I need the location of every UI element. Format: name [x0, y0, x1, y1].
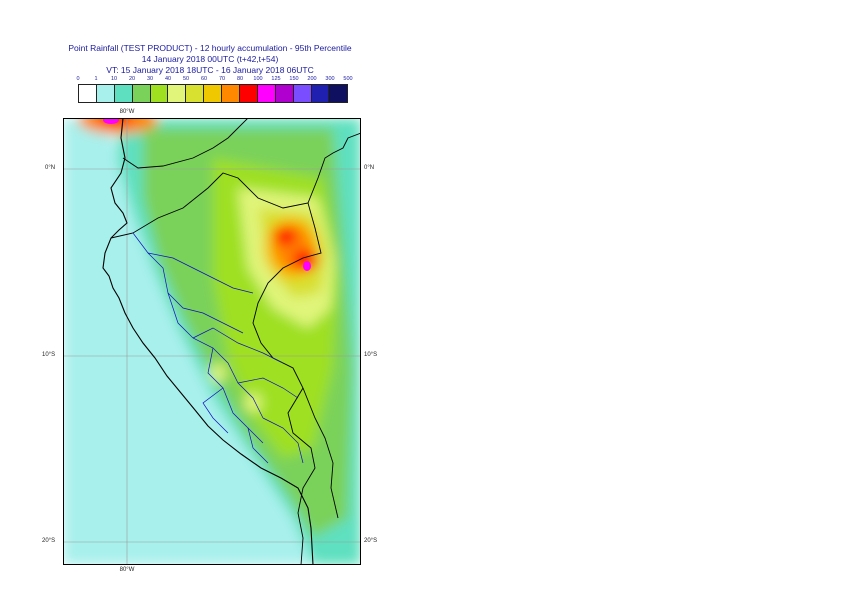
legend-tick: 150 — [289, 76, 299, 82]
legend-color-bar — [78, 84, 349, 103]
legend-swatch — [222, 85, 241, 102]
lat-label-right: 0°N — [364, 165, 375, 171]
legend-swatch — [132, 85, 151, 102]
valid-time: VT: 15 January 2018 18UTC - 16 January 2… — [106, 65, 314, 75]
legend-tick: 20 — [128, 76, 136, 82]
lat-label-left: 10°S — [42, 352, 56, 358]
legend-swatch — [168, 85, 187, 102]
rainfall-field — [63, 118, 361, 565]
legend-swatch — [275, 85, 294, 102]
legend-tick-labels: 0 1 10 20 30 40 50 60 70 80 100 125 150 … — [70, 76, 360, 85]
legend-swatch — [329, 85, 348, 102]
national-borders — [110, 118, 361, 565]
lon-label-bottom: 80°W — [119, 567, 135, 573]
legend-tick: 10 — [110, 76, 118, 82]
rainfall-map — [63, 118, 361, 565]
legend-swatch — [186, 85, 205, 102]
legend-tick: 80 — [236, 76, 244, 82]
lat-label-right: 10°S — [364, 352, 378, 358]
legend-tick: 100 — [253, 76, 263, 82]
legend-swatch — [114, 85, 133, 102]
legend-tick: 60 — [200, 76, 208, 82]
legend-swatch — [311, 85, 330, 102]
lon-label-top: 80°W — [119, 109, 135, 115]
legend-swatch — [240, 85, 258, 102]
legend-tick: 300 — [325, 76, 335, 82]
legend-tick: 70 — [218, 76, 226, 82]
legend-swatch — [257, 85, 276, 102]
legend-tick: 40 — [164, 76, 172, 82]
legend-tick: 200 — [307, 76, 317, 82]
legend-swatch — [293, 85, 312, 102]
lat-label-left: 0°N — [45, 165, 56, 171]
legend-swatch — [204, 85, 223, 102]
legend-tick: 30 — [146, 76, 154, 82]
legend-tick: 500 — [343, 76, 353, 82]
legend-swatch — [150, 85, 169, 102]
map-frame — [63, 118, 361, 565]
regional-borders — [132, 232, 304, 464]
lat-label-right: 20°S — [364, 538, 378, 544]
run-time: 14 January 2018 00UTC (t+42,t+54) — [141, 54, 279, 64]
legend-tick: 50 — [182, 76, 190, 82]
max-rainfall-spot — [303, 261, 311, 271]
legend-tick: 1 — [94, 76, 98, 82]
legend-swatch — [79, 85, 97, 102]
legend-tick: 125 — [271, 76, 281, 82]
legend-tick: 0 — [76, 76, 80, 82]
lat-label-left: 20°S — [42, 538, 56, 544]
legend-swatch — [96, 85, 115, 102]
max-rainfall-spot — [103, 118, 119, 124]
map-title: Point Rainfall (TEST PRODUCT) - 12 hourl… — [68, 43, 352, 53]
coastline — [102, 118, 314, 565]
